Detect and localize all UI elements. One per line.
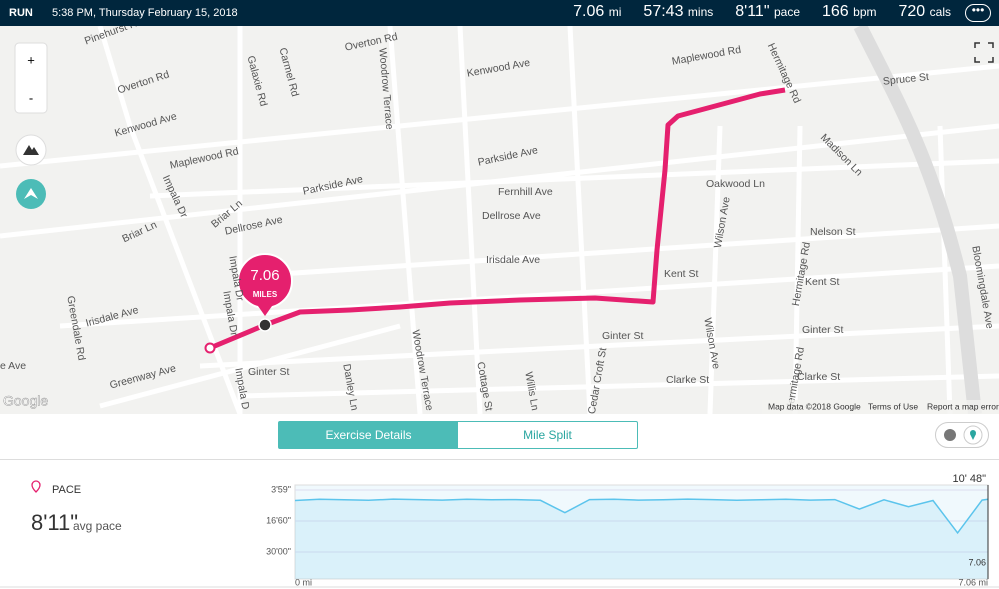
map[interactable]: 7.06 MILES Pinehurst Rd Overton Rd Overt…	[0, 26, 999, 414]
tab[interactable]: Exercise Details	[279, 422, 458, 448]
header: RUN 5:38 PM, Thursday February 15, 2018 …	[0, 0, 999, 26]
tab[interactable]: Mile Split	[523, 428, 572, 442]
map-logo: Google	[3, 393, 48, 409]
street: Irisdale Ave	[486, 254, 540, 266]
street: e Ave	[0, 360, 26, 372]
pace-value: 8'11"	[31, 510, 79, 535]
street: Kent St	[805, 276, 840, 288]
street: Ginter St	[248, 366, 290, 378]
marker-value: 7.06	[250, 267, 279, 284]
stat: 166 bpm	[822, 3, 877, 21]
pace-line	[294, 498, 989, 535]
route	[209, 87, 786, 351]
zoom-out[interactable]: -	[29, 90, 33, 105]
street: Clarke St	[797, 371, 840, 383]
view-toggle[interactable]	[935, 422, 989, 448]
marker-unit: MILES	[253, 290, 278, 299]
x-tick-label: 0 mi	[295, 577, 312, 587]
street: Spruce St	[882, 71, 929, 88]
route-end	[258, 318, 272, 332]
stat: 57:43 mins	[643, 3, 713, 21]
street: Kent St	[664, 268, 699, 280]
y-tick-label: 3'59"	[271, 484, 291, 494]
stat-value: 720	[898, 3, 926, 20]
street: Ginter St	[802, 324, 844, 336]
stat-unit: cals	[929, 5, 951, 19]
street: Dellrose Ave	[482, 210, 541, 222]
map-report[interactable]: Report a map error	[927, 401, 999, 411]
stat: 7.06 mi	[573, 3, 621, 21]
more-button[interactable]: •••	[965, 4, 991, 22]
pace-area	[295, 499, 988, 579]
stat-value: 7.06	[573, 3, 605, 20]
tabs: Exercise Details Mile Split	[278, 421, 638, 449]
stat: 8'11" pace	[735, 3, 800, 21]
x-tick-label: 7.06 mi	[958, 577, 988, 587]
activity: RUN	[9, 7, 33, 19]
stats: 7.06 mi 57:43 mins 8'11" pace 166 bpm 72…	[573, 3, 951, 21]
stat-value: 8'11"	[735, 3, 770, 20]
stat-unit: mins	[687, 5, 714, 19]
distance-marker: 7.06 MILES	[237, 253, 293, 316]
zoom-in[interactable]: +	[27, 52, 35, 67]
zoom-controls: + -	[14, 42, 994, 209]
map-terms[interactable]: Terms of Use	[868, 401, 918, 411]
fullscreen-button[interactable]	[974, 42, 994, 63]
stat-unit: bpm	[853, 5, 877, 19]
divider	[0, 459, 999, 460]
stat-unit: mi	[608, 5, 622, 19]
street: Nelson St	[810, 226, 856, 238]
map-attribution: Map data ©2018 Google	[768, 401, 861, 411]
pace-unit: avg pace	[73, 519, 122, 533]
cursor-distance: 7.06	[968, 557, 986, 567]
route-start	[204, 342, 216, 354]
y-tick-label: 30'00"	[266, 546, 291, 556]
street: Oakwood Ln	[706, 178, 765, 190]
street: Ginter St	[602, 330, 644, 342]
stat: 720 cals	[899, 3, 952, 21]
street: Fernhill Ave	[498, 186, 553, 198]
pace-title: PACE	[52, 484, 82, 496]
stat-value: 166	[822, 3, 849, 20]
datetime: 5:38 PM, Thursday February 15, 2018	[52, 7, 238, 19]
y-tick-label: 16'60"	[266, 515, 291, 525]
stat-value: 57:43	[643, 3, 684, 20]
street: Clarke St	[666, 374, 709, 386]
stat-unit: pace	[773, 5, 800, 19]
cursor-pace: 10' 48"	[952, 473, 986, 485]
pace-chart: 3'59" 16'60" 30'00" 0 mi 7.06 mi 10' 48" 7.06	[0, 473, 999, 588]
